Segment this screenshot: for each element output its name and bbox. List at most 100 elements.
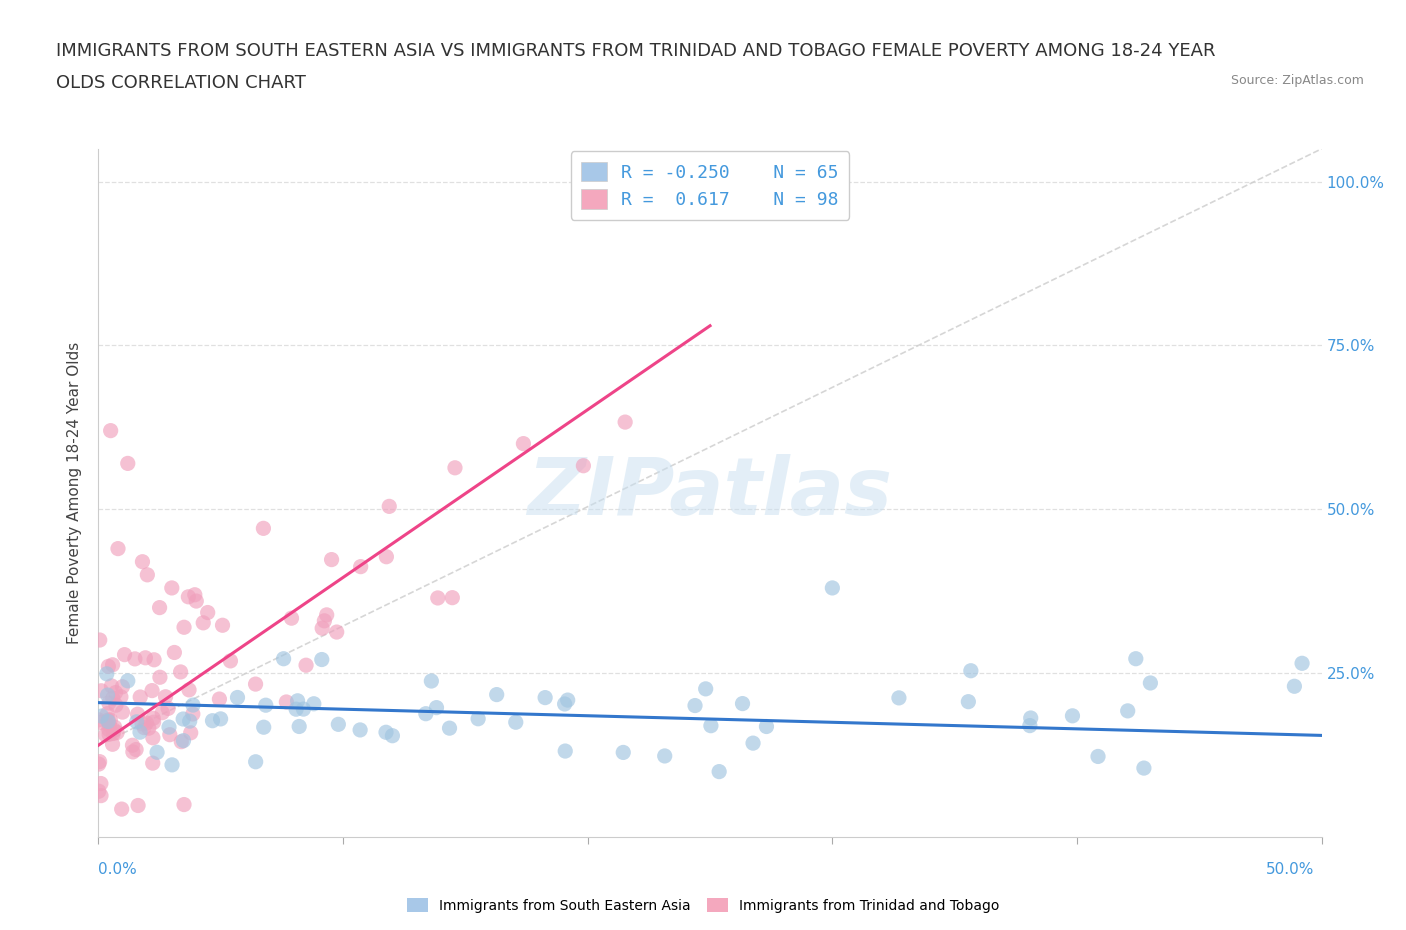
- Point: [378, 498, 401, 513]
- Point: [441, 591, 464, 605]
- Point: [129, 724, 152, 739]
- Point: [821, 580, 844, 595]
- Point: [887, 690, 910, 705]
- Point: [1116, 703, 1139, 718]
- Point: [125, 714, 148, 729]
- Point: [98, 718, 121, 733]
- Point: [97, 714, 120, 729]
- Point: [179, 713, 201, 728]
- Point: [254, 698, 277, 712]
- Point: [325, 625, 347, 640]
- Point: [209, 711, 232, 726]
- Point: [98, 712, 121, 727]
- Point: [89, 754, 111, 769]
- Point: [96, 706, 118, 721]
- Point: [101, 737, 124, 751]
- Point: [114, 647, 136, 662]
- Point: [107, 541, 129, 556]
- Point: [534, 690, 557, 705]
- Point: [141, 684, 163, 698]
- Point: [1087, 749, 1109, 764]
- Point: [375, 724, 398, 739]
- Point: [97, 687, 120, 702]
- Point: [349, 723, 371, 737]
- Point: [181, 698, 204, 712]
- Point: [143, 652, 166, 667]
- Point: [103, 723, 125, 737]
- Point: [444, 460, 467, 475]
- Point: [110, 689, 132, 704]
- Point: [90, 777, 112, 791]
- Point: [131, 554, 153, 569]
- Point: [245, 754, 267, 769]
- Point: [957, 694, 980, 709]
- Point: [97, 722, 120, 737]
- Point: [375, 550, 398, 565]
- Point: [1019, 711, 1042, 725]
- Point: [142, 730, 165, 745]
- Point: [425, 700, 447, 715]
- Point: [172, 711, 194, 726]
- Text: Source: ZipAtlas.com: Source: ZipAtlas.com: [1230, 74, 1364, 87]
- Point: [695, 682, 717, 697]
- Point: [177, 590, 200, 604]
- Point: [135, 715, 157, 730]
- Point: [142, 756, 165, 771]
- Point: [138, 721, 160, 736]
- Point: [142, 711, 165, 725]
- Point: [181, 707, 204, 722]
- Point: [554, 744, 576, 759]
- Point: [90, 789, 112, 804]
- Point: [87, 712, 110, 727]
- Point: [742, 736, 765, 751]
- Point: [960, 663, 983, 678]
- Point: [157, 701, 180, 716]
- Point: [420, 673, 443, 688]
- Point: [1125, 651, 1147, 666]
- Point: [163, 645, 186, 660]
- Point: [111, 802, 134, 817]
- Point: [170, 735, 193, 750]
- Point: [314, 614, 336, 629]
- Point: [1139, 675, 1161, 690]
- Point: [111, 679, 134, 694]
- Point: [94, 727, 117, 742]
- Point: [90, 709, 112, 724]
- Point: [557, 693, 579, 708]
- Point: [276, 695, 298, 710]
- Point: [208, 692, 231, 707]
- Point: [1062, 709, 1084, 724]
- Point: [101, 691, 124, 706]
- Point: [426, 591, 449, 605]
- Point: [184, 588, 207, 603]
- Point: [149, 600, 172, 615]
- Point: [439, 721, 461, 736]
- Point: [134, 650, 156, 665]
- Point: [122, 745, 145, 760]
- Point: [280, 611, 302, 626]
- Point: [124, 651, 146, 666]
- Point: [311, 621, 333, 636]
- Point: [159, 727, 181, 742]
- Point: [315, 607, 337, 622]
- Point: [321, 552, 343, 567]
- Point: [193, 616, 215, 631]
- Point: [1284, 679, 1306, 694]
- Point: [160, 580, 183, 595]
- Point: [287, 694, 309, 709]
- Point: [129, 689, 152, 704]
- Point: [211, 618, 233, 632]
- Point: [89, 632, 111, 647]
- Point: [172, 733, 194, 748]
- Point: [136, 567, 159, 582]
- Text: ZIPatlas: ZIPatlas: [527, 454, 893, 532]
- Point: [125, 742, 148, 757]
- Text: IMMIGRANTS FROM SOUTH EASTERN ASIA VS IMMIGRANTS FROM TRINIDAD AND TOBAGO FEMALE: IMMIGRANTS FROM SOUTH EASTERN ASIA VS IM…: [56, 42, 1216, 60]
- Point: [253, 720, 276, 735]
- Legend: Immigrants from South Eastern Asia, Immigrants from Trinidad and Tobago: Immigrants from South Eastern Asia, Immi…: [401, 893, 1005, 919]
- Point: [1133, 761, 1156, 776]
- Point: [173, 619, 195, 634]
- Point: [155, 689, 177, 704]
- Point: [485, 687, 508, 702]
- Point: [467, 711, 489, 726]
